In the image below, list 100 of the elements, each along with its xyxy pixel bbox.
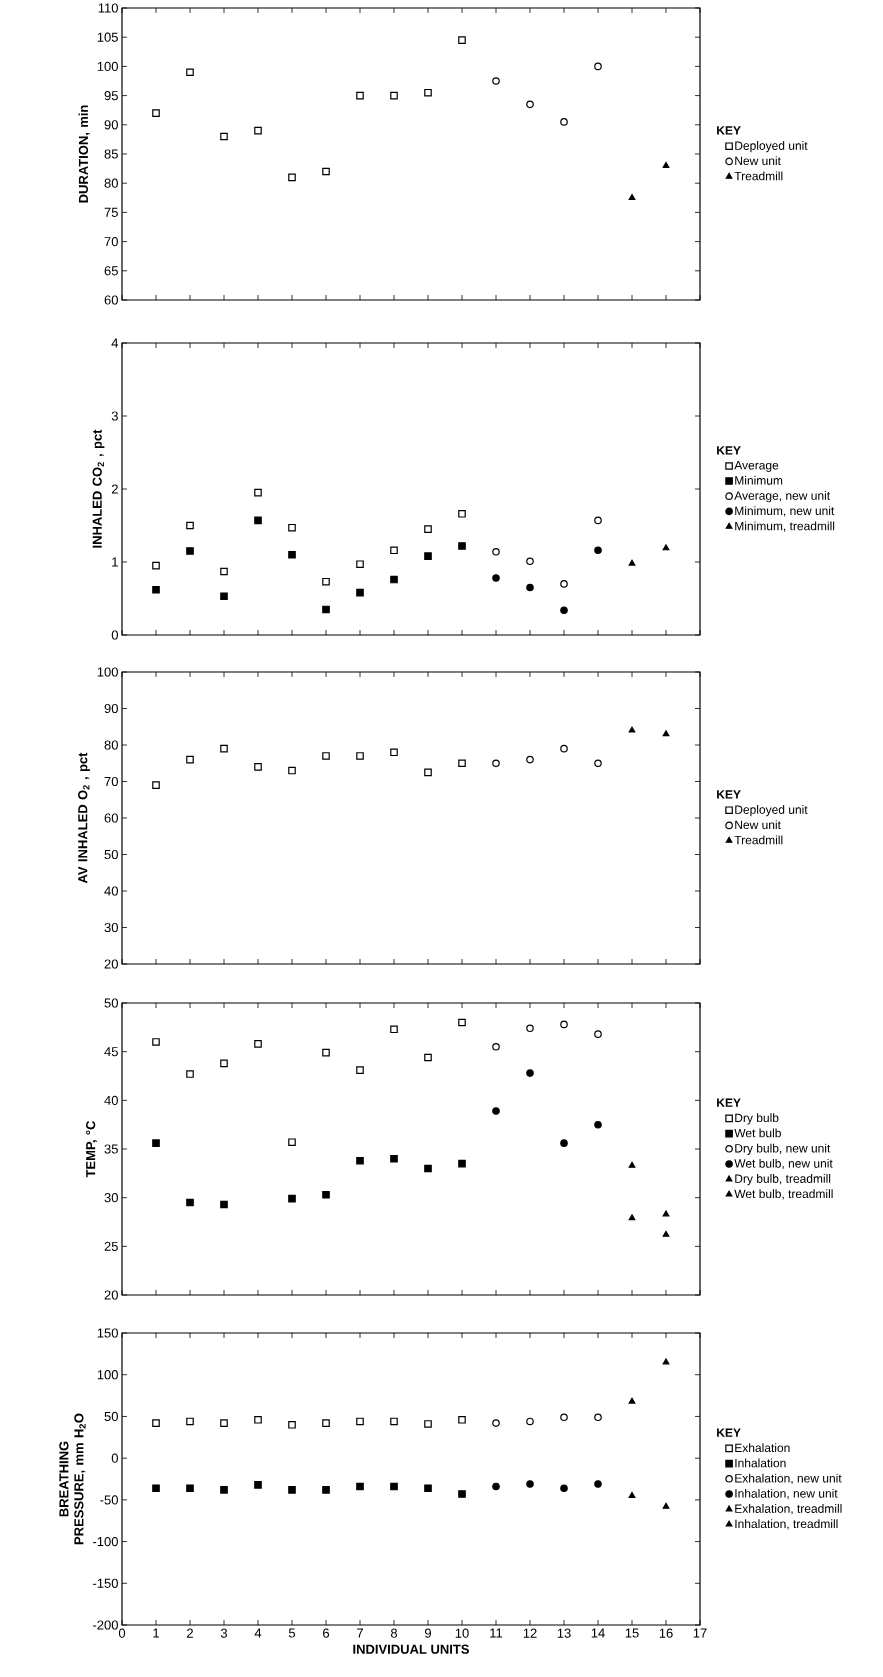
point — [152, 1038, 160, 1046]
y-tick-label: -200 — [93, 1620, 118, 1630]
point — [560, 1413, 568, 1422]
point — [560, 606, 568, 614]
legend-label: Exhalation — [735, 1443, 790, 1453]
legend-label: Minimum, new unit — [735, 506, 835, 517]
point — [322, 1419, 330, 1427]
point — [288, 550, 296, 559]
legend-title: KEY — [717, 790, 741, 799]
point — [458, 36, 466, 44]
point — [390, 748, 398, 757]
point — [288, 1486, 296, 1494]
point — [560, 744, 568, 753]
point — [220, 1200, 228, 1209]
legend-label: Treadmill — [734, 835, 783, 845]
x-axis-title: INDIVIDUAL UNITS — [353, 1644, 469, 1654]
legend-label: New unit — [735, 156, 781, 166]
point — [424, 1484, 432, 1492]
point — [458, 510, 466, 518]
point — [288, 173, 296, 182]
point — [526, 557, 534, 566]
point — [254, 1040, 262, 1048]
y-tick-label: 0 — [111, 630, 118, 640]
point — [152, 1484, 160, 1492]
y-tick-label: 100 — [97, 1370, 118, 1380]
point — [356, 1066, 364, 1074]
y-tick-label: 3 — [111, 411, 118, 421]
point — [458, 542, 466, 550]
point — [594, 516, 602, 525]
point — [390, 546, 398, 555]
y-tick-label: 0 — [111, 1453, 118, 1463]
legend-label: Wet bulb, new unit — [734, 1158, 833, 1170]
point — [186, 1417, 194, 1426]
y-tick-label: 150 — [97, 1328, 118, 1338]
point — [492, 759, 500, 768]
legend-title: KEY — [717, 126, 741, 135]
legend-title: KEY — [717, 1098, 741, 1107]
point — [526, 100, 534, 109]
y-axis-title: TEMP, °C — [86, 1120, 98, 1178]
y-tick-label: 20 — [104, 959, 118, 969]
y-tick-label: 90 — [104, 120, 118, 130]
point — [492, 1482, 500, 1491]
point — [594, 1480, 602, 1488]
legend-label: Inhalation — [735, 1458, 786, 1468]
point — [322, 167, 330, 176]
point — [288, 1420, 296, 1429]
point — [356, 1156, 364, 1165]
point — [254, 126, 262, 135]
point — [322, 752, 330, 760]
point — [662, 1210, 670, 1217]
y-tick-label: 80 — [104, 178, 118, 188]
x-tick-label: 7 — [357, 1628, 363, 1638]
x-tick-label: 11 — [490, 1628, 503, 1638]
point — [526, 1480, 534, 1488]
x-tick-label: 4 — [254, 1628, 262, 1638]
point — [356, 1417, 364, 1426]
point — [662, 1358, 670, 1365]
point — [628, 194, 636, 200]
point — [356, 91, 364, 100]
y-tick-label: 20 — [104, 1290, 118, 1300]
point — [356, 560, 364, 568]
x-tick-label: 5 — [288, 1628, 296, 1638]
legend-label: Average — [734, 461, 779, 472]
point — [322, 577, 330, 586]
x-tick-label: 15 — [625, 1628, 639, 1638]
point — [662, 161, 670, 168]
point — [220, 1419, 228, 1427]
point — [220, 592, 228, 601]
point — [254, 1415, 262, 1424]
point — [492, 574, 500, 582]
y-tick-label: 70 — [104, 236, 118, 247]
y-tick-label: 30 — [104, 922, 118, 933]
point — [288, 766, 296, 775]
point — [492, 1107, 500, 1115]
point — [322, 1048, 330, 1057]
point — [458, 1159, 466, 1168]
point — [254, 1481, 262, 1489]
y-tick-label: 110 — [98, 3, 118, 13]
point — [662, 544, 670, 551]
point — [594, 1120, 602, 1129]
y-tick-label: 25 — [104, 1241, 118, 1251]
point — [186, 1070, 194, 1078]
y-tick-label: 90 — [104, 703, 118, 714]
legend-label: Inhalation, new unit — [735, 1488, 838, 1500]
y-tick-label: 65 — [104, 266, 118, 276]
y-tick-label: 85 — [104, 149, 118, 159]
y-tick-label: 40 — [104, 1095, 118, 1105]
point — [186, 68, 194, 77]
y-axis-title: BREATHING PRESSURE, mm H$_{2}$O — [59, 1413, 86, 1545]
point — [492, 1419, 500, 1427]
x-tick-label: 0 — [118, 1628, 126, 1638]
y-tick-label: 100 — [97, 667, 118, 677]
point — [662, 1230, 670, 1237]
point — [526, 583, 534, 592]
point — [628, 1397, 636, 1404]
point — [186, 1484, 194, 1492]
legend-label: Treadmill — [734, 171, 783, 181]
point — [152, 109, 160, 117]
point — [424, 1053, 432, 1062]
point — [390, 91, 398, 100]
